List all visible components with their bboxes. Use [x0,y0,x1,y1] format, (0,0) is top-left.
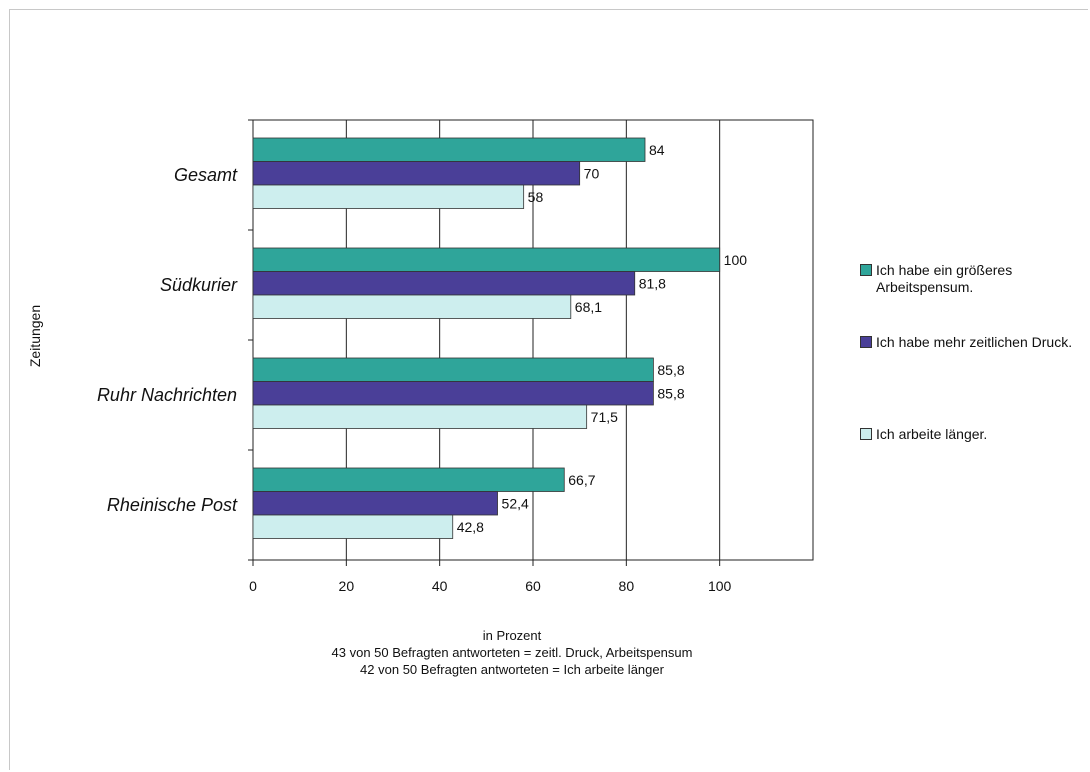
data-label: 52,4 [502,495,529,511]
data-label: 70 [584,165,600,181]
bar-2-2 [252,404,588,429]
y-axis-title: Zeitungen [27,305,43,367]
legend-item-workload: Ich habe ein größeres Arbeitspensum. [860,262,1090,334]
legend: Ich habe ein größeres Arbeitspensum. Ich… [860,262,1090,443]
x-tick-label: 20 [339,578,355,594]
bar-2-1 [252,381,654,406]
legend-item-pressure: Ich habe mehr zeitlichen Druck. [860,334,1090,426]
data-label: 84 [649,142,665,158]
legend-label-pressure: Ich habe mehr zeitlichen Druck. [876,334,1073,350]
chart-frame [9,9,1088,770]
data-label: 42,8 [457,519,484,535]
category-label: Ruhr Nachrichten [97,385,237,405]
bar-3-2 [252,514,454,539]
note-pressure: 43 von 50 Befragten antworteten = zeitl.… [331,645,693,660]
bar-2-0 [252,357,654,382]
bar-1-0 [252,247,721,272]
bar-3-0 [252,467,565,492]
data-label: 68,1 [575,299,602,315]
x-tick-label: 80 [619,578,635,594]
legend-swatch-longer [860,428,872,440]
bar-0-1 [252,161,581,186]
category-label: Gesamt [174,165,238,185]
category-label: Südkurier [160,275,238,295]
x-tick-label: 100 [708,578,732,594]
data-label: 100 [724,252,748,268]
bar-1-2 [252,294,572,319]
bar-3-1 [252,491,498,516]
note-longer: 42 von 50 Befragten antworteten = Ich ar… [360,662,664,677]
bar-0-0 [252,137,646,162]
legend-item-longer: Ich arbeite länger. [860,426,1090,443]
legend-swatch-pressure [860,336,872,348]
x-tick-label: 0 [249,578,257,594]
data-label: 58 [528,189,544,205]
x-tick-label: 60 [525,578,541,594]
x-tick-label: 40 [432,578,448,594]
legend-label-longer: Ich arbeite länger. [876,426,988,442]
data-label: 81,8 [639,275,666,291]
data-label: 66,7 [568,472,595,488]
axis-caption: in Prozent [482,628,542,643]
data-label: 85,8 [657,362,684,378]
legend-label-workload: Ich habe ein größeres Arbeitspensum. [876,262,1013,295]
bar-1-1 [252,271,636,296]
bar-0-2 [252,184,525,209]
legend-swatch-workload [860,264,872,276]
data-label: 71,5 [591,409,618,425]
data-label: 85,8 [657,385,684,401]
category-label: Rheinische Post [107,495,238,515]
